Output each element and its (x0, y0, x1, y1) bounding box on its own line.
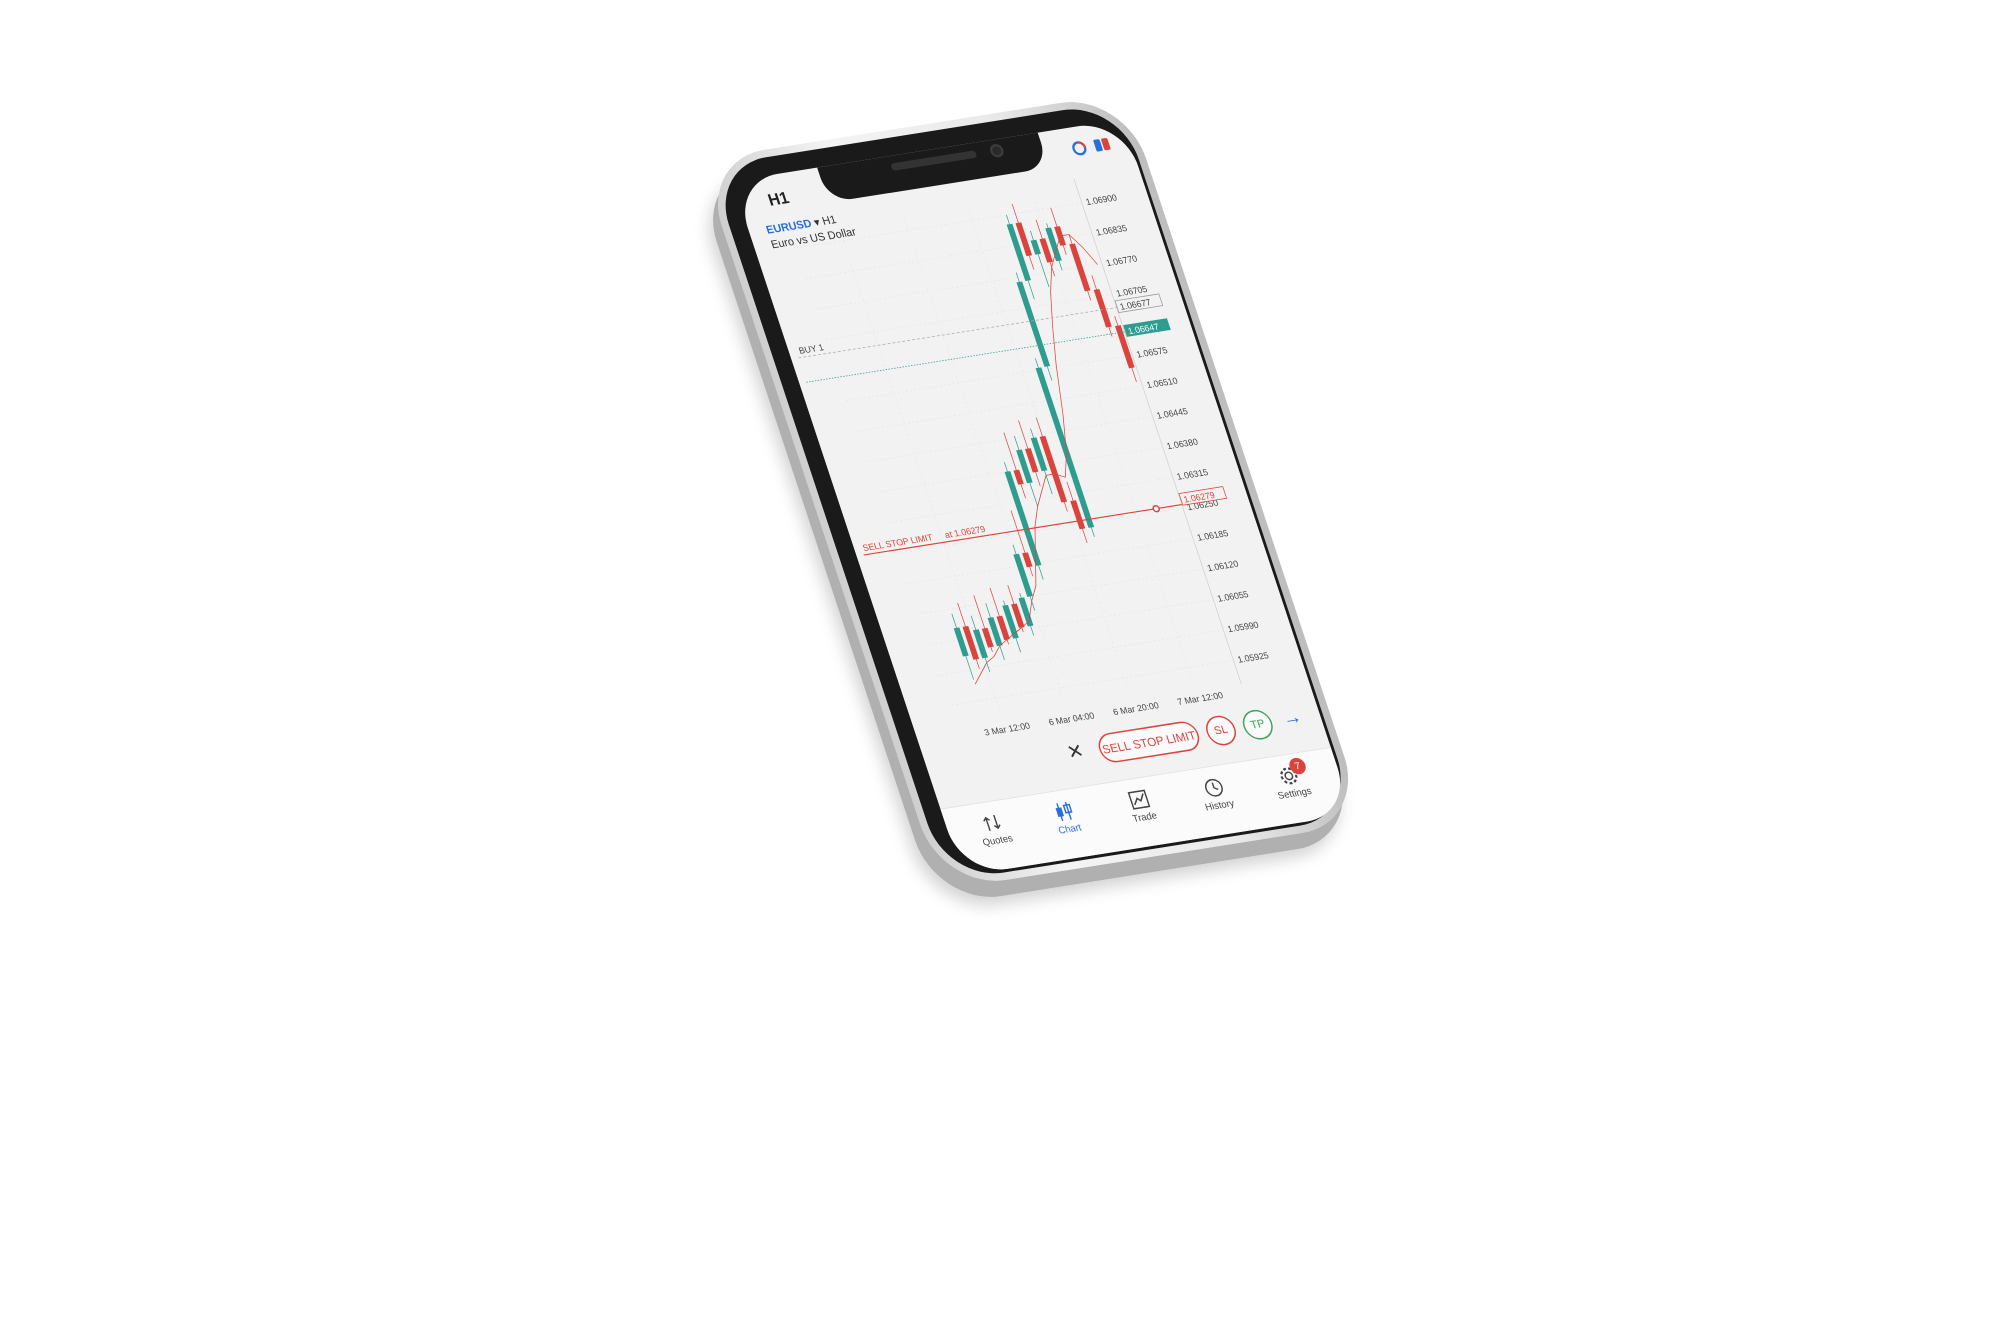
ask-price-box (1114, 293, 1164, 313)
bid-price-line (806, 331, 1125, 383)
order-type-button[interactable]: SELL STOP LIMIT (1094, 719, 1204, 765)
candle-body (962, 626, 980, 660)
moving-average-line (974, 234, 1098, 685)
bid-price-box (1123, 318, 1171, 337)
grid-line (887, 477, 1173, 524)
candle-body (1035, 367, 1095, 528)
candle-body (987, 617, 1003, 647)
candle-body (1069, 243, 1091, 292)
timeframe-status: H1 (765, 187, 792, 210)
order-line (863, 504, 1183, 556)
grid-line (816, 263, 1103, 310)
tab-settings[interactable]: Settings 7 (1253, 756, 1328, 803)
grid-line (1030, 193, 1195, 685)
grid-line (826, 294, 1113, 341)
app-screen: H1 1.06900 1.06835 1.06770 1.06705 1.06575 1.… (732, 119, 1353, 876)
candle-body (1015, 222, 1033, 257)
price-tick-label: 1.06705 (1115, 284, 1149, 299)
grid-line (917, 568, 1204, 615)
candle-body (1013, 553, 1033, 597)
candle-body (1070, 500, 1086, 530)
candle-body (1024, 448, 1039, 473)
candle-body (1039, 435, 1068, 503)
candle-body (996, 615, 1010, 641)
price-tick-label: 1.06770 (1105, 253, 1139, 268)
candle-body (1011, 603, 1025, 628)
candle-body (1016, 281, 1051, 367)
order-price-box (1178, 486, 1228, 506)
clock-icon (1204, 778, 1223, 797)
grid-line (846, 355, 1133, 402)
candle-body (953, 627, 969, 657)
candle-body (1013, 469, 1024, 485)
tab-trade[interactable]: Trade (1103, 783, 1178, 827)
price-tick-label: 1.06445 (1155, 406, 1189, 421)
tab-trade-label: Trade (1131, 809, 1159, 825)
speaker (890, 150, 978, 171)
gear-icon (1280, 767, 1298, 785)
chart-timeframe: H1 (820, 213, 839, 228)
stop-loss-button[interactable]: SL (1202, 713, 1241, 748)
front-camera (988, 143, 1006, 159)
arrows-icon (983, 814, 1001, 832)
price-tick-label: 1.06900 (1084, 192, 1118, 207)
grid-line (796, 202, 1082, 249)
price-tick-label: 1.06055 (1216, 589, 1250, 604)
candle-body (1006, 223, 1032, 281)
candle-body (1030, 239, 1041, 255)
tab-chart[interactable]: Chart (1028, 795, 1103, 839)
price-tick-label: 1.05990 (1226, 620, 1260, 635)
price-tick-label: 1.06120 (1206, 559, 1240, 574)
price-tick-label: 1.06575 (1135, 345, 1169, 360)
candle-body (1002, 604, 1019, 639)
candle-body (1022, 552, 1033, 568)
trend-icon (1127, 789, 1151, 810)
take-profit-button[interactable]: TP (1238, 707, 1277, 742)
price-tick-label: 1.06380 (1165, 436, 1199, 451)
buy-position-line (798, 307, 1117, 359)
phone-bezel: H1 1.06900 1.06835 1.06770 1.06705 1.06575 1.… (709, 101, 1357, 882)
candle-body (1039, 238, 1053, 263)
price-axis-line (1073, 179, 1242, 685)
phone-mockup: H1 1.06900 1.06835 1.06770 1.06705 1.06575 1.… (700, 92, 1367, 891)
candle-body (1030, 437, 1048, 472)
candle-body (1016, 449, 1033, 484)
candle-body (1093, 289, 1112, 328)
candle-body (972, 629, 988, 659)
grid-line (907, 538, 1194, 585)
one-click-trading-icon[interactable] (1092, 135, 1113, 154)
candle-body (1045, 227, 1062, 262)
close-icon[interactable]: ✕ (1063, 739, 1087, 764)
tab-chart-label: Chart (1056, 821, 1083, 836)
candle-body (1004, 471, 1042, 566)
candle-body (1114, 325, 1135, 369)
ask-price-label: 1.06677 (1118, 297, 1152, 312)
price-tick-label: 1.05925 (1236, 650, 1270, 665)
buy-position-label: BUY 1 (797, 342, 825, 356)
grid-line (866, 416, 1153, 463)
candles-icon (1055, 801, 1073, 822)
price-tick-label: 1.06315 (1175, 467, 1209, 482)
price-tick-label: 1.06185 (1196, 528, 1230, 543)
grid-line (837, 224, 1002, 715)
order-drag-handle (1152, 504, 1160, 513)
price-chart[interactable]: 1.06900 1.06835 1.06770 1.06705 1.06575 1.065… (746, 161, 1312, 751)
tab-quotes[interactable]: Quotes (956, 806, 1031, 850)
bid-price-label: 1.06647 (1126, 321, 1160, 336)
grid-line (876, 446, 1163, 493)
order-price-label: 1.06279 (1182, 490, 1216, 505)
grid-line (897, 507, 1184, 554)
candle-wick (1003, 432, 1027, 499)
grid-line (856, 385, 1143, 432)
arrow-right-icon[interactable]: → (1278, 704, 1305, 730)
bottom-navigation: Quotes Chart (940, 746, 1353, 876)
price-tick-label: 1.06835 (1095, 223, 1129, 238)
price-tick-label: 1.06510 (1145, 375, 1179, 390)
broker-logo-icon (1072, 141, 1087, 156)
candle-body (981, 627, 994, 648)
tab-history[interactable]: History (1178, 771, 1253, 815)
